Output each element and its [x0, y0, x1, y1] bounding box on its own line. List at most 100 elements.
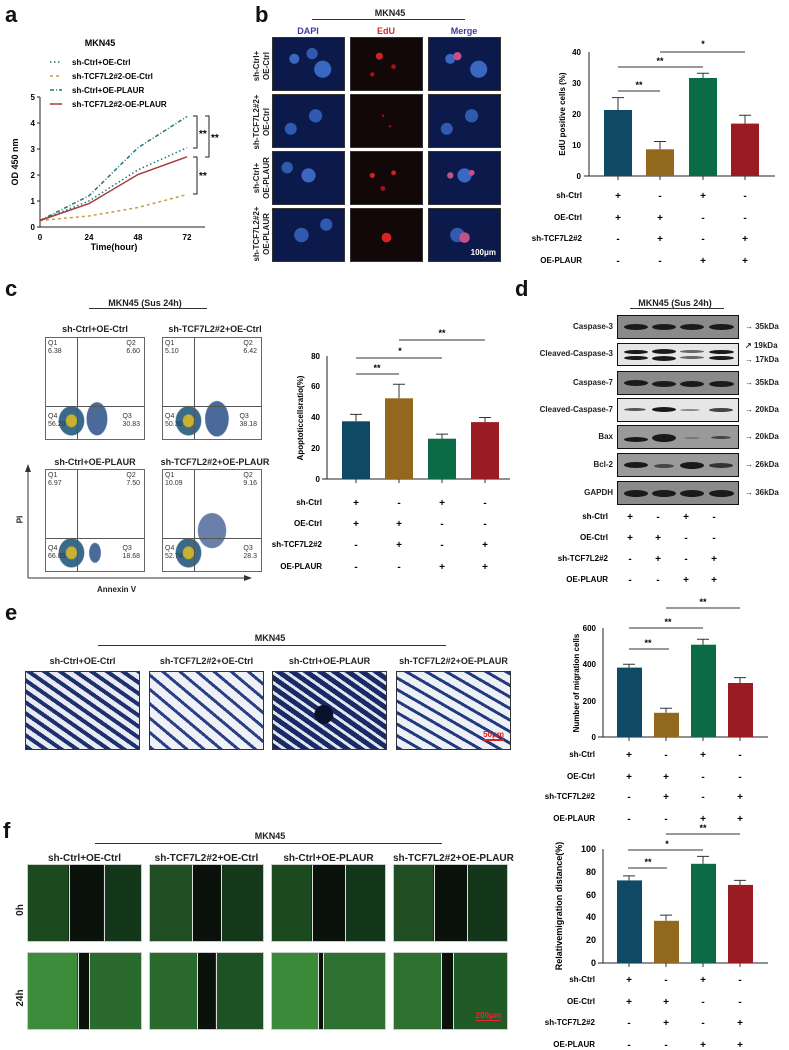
svg-text:+: +	[657, 213, 663, 224]
svg-text:-: -	[656, 512, 659, 523]
svg-text:80: 80	[311, 352, 320, 361]
wound-image: 200μm	[393, 952, 508, 1030]
svg-text:sh-Ctrl: sh-Ctrl	[569, 750, 595, 759]
svg-text:-: -	[701, 997, 704, 1008]
panel-letter-d: d	[515, 276, 529, 301]
transwell-image	[25, 671, 140, 750]
svg-text:30: 30	[572, 79, 581, 88]
wound-image	[271, 952, 386, 1030]
svg-text:-: -	[483, 498, 486, 509]
row-label: sh-TCF7L2#2+ OE-Ctrl	[252, 94, 271, 150]
svg-text:OE-PLAUR: OE-PLAUR	[553, 814, 595, 823]
svg-text:OE-PLAUR: OE-PLAUR	[553, 1040, 595, 1049]
svg-text:**: **	[656, 56, 664, 66]
svg-text:-: -	[627, 814, 630, 825]
chart-a-xticks: 0 24 48 72	[38, 233, 192, 242]
svg-text:-: -	[397, 498, 400, 509]
svg-text:-: -	[664, 1040, 667, 1050]
svg-text:+: +	[655, 533, 661, 544]
svg-text:-: -	[738, 975, 741, 986]
kda-label: → 20kDa	[745, 432, 779, 441]
chart-a-xlabel: Time(hour)	[91, 242, 138, 252]
row-label: sh-Ctrl+ OE-PLAUR	[252, 157, 271, 199]
svg-text:-: -	[440, 519, 443, 530]
svg-text:-: -	[616, 256, 619, 267]
svg-text:0: 0	[31, 223, 36, 232]
transwell-image	[272, 671, 387, 750]
svg-text:+: +	[663, 1018, 669, 1029]
svg-text:+: +	[700, 191, 706, 202]
svg-text:+: +	[737, 814, 743, 825]
panel-e-header-line	[98, 645, 446, 646]
svg-text:-: -	[743, 213, 746, 224]
svg-text:-: -	[627, 792, 630, 803]
svg-text:+: +	[482, 540, 488, 551]
blot-label: GAPDH	[584, 488, 613, 497]
svg-text:-: -	[743, 191, 746, 202]
svg-text:**: **	[699, 823, 707, 833]
svg-text:+: +	[353, 519, 359, 530]
svg-text:-: -	[664, 750, 667, 761]
row-label: sh-TCF7L2#2+ OE-PLAUR	[252, 206, 271, 262]
svg-text:0: 0	[592, 733, 597, 742]
svg-text:+: +	[396, 519, 402, 530]
flow-ylabel: PI	[15, 515, 25, 524]
svg-text:+: +	[700, 814, 706, 825]
svg-text:+: +	[737, 1018, 743, 1029]
panel-b-header-line	[312, 19, 465, 20]
svg-text:40: 40	[311, 413, 320, 422]
blot-strip	[617, 371, 739, 395]
svg-text:-: -	[658, 191, 661, 202]
svg-text:-: -	[658, 256, 661, 267]
svg-text:sh-TCF7L2#2: sh-TCF7L2#2	[272, 540, 323, 549]
flow-title: sh-TCF7L2#2+OE-PLAUR	[160, 457, 270, 467]
svg-text:-: -	[440, 540, 443, 551]
svg-text:4: 4	[31, 119, 36, 128]
condition-table-e: sh-Ctrl OE-Ctrl sh-TCF7L2#2 OE-PLAUR + - +…	[545, 750, 743, 825]
chart-b-ylabel: EdU positive cells (%)	[558, 72, 567, 155]
panel-f-header: MKN45	[254, 831, 286, 841]
blot-label: Caspase-7	[572, 378, 613, 387]
svg-text:-: -	[701, 792, 704, 803]
wound-image	[149, 864, 264, 942]
svg-text:-: -	[738, 750, 741, 761]
col-label: sh-Ctrl+OE-Ctrl	[47, 853, 122, 864]
svg-text:100: 100	[581, 844, 596, 854]
svg-text:+: +	[626, 772, 632, 783]
merge-image	[428, 151, 501, 205]
svg-text:5: 5	[31, 93, 36, 102]
wound-image	[393, 864, 508, 942]
svg-text:3: 3	[31, 145, 36, 154]
wound-image	[27, 952, 142, 1030]
svg-text:-: -	[701, 772, 704, 783]
svg-text:60: 60	[311, 382, 320, 391]
svg-text:+: +	[711, 554, 717, 565]
blot-strip	[617, 343, 739, 366]
svg-text:+: +	[683, 512, 689, 523]
svg-text:+: +	[700, 1040, 706, 1050]
chart-e-ylabel: Number of migration cells	[572, 633, 581, 732]
transwell-image: 50μm	[396, 671, 511, 750]
merge-image: 100μm	[428, 208, 501, 262]
svg-text:sh-TCF7L2#2: sh-TCF7L2#2	[532, 234, 583, 243]
row-label: sh-Ctrl+ OE-Ctrl	[252, 50, 271, 82]
dapi-image	[272, 94, 345, 148]
svg-text:*: *	[701, 39, 705, 49]
svg-text:+: +	[655, 554, 661, 565]
svg-text:**: **	[635, 80, 643, 90]
svg-text:**: **	[373, 363, 381, 373]
blot-label: Bax	[598, 432, 613, 441]
svg-text:**: **	[644, 857, 652, 867]
chart-f-ylabel: Relativemigration distance(%)	[554, 842, 564, 971]
condition-table-b: sh-Ctrl OE-Ctrl sh-TCF7L2#2 OE-PLAUR + - +…	[532, 191, 748, 267]
svg-text:sh-Ctrl: sh-Ctrl	[296, 498, 322, 507]
panel-e-header: MKN45	[254, 633, 286, 643]
col-label: sh-TCF7L2#2+OE-PLAUR	[393, 853, 514, 864]
svg-text:**: **	[664, 617, 672, 627]
svg-text:0: 0	[591, 958, 596, 968]
dapi-image	[272, 151, 345, 205]
row-label: 24h	[15, 989, 26, 1007]
svg-text:+: +	[663, 772, 669, 783]
kda-label: → 17kDa	[745, 355, 779, 364]
svg-text:+: +	[700, 256, 706, 267]
